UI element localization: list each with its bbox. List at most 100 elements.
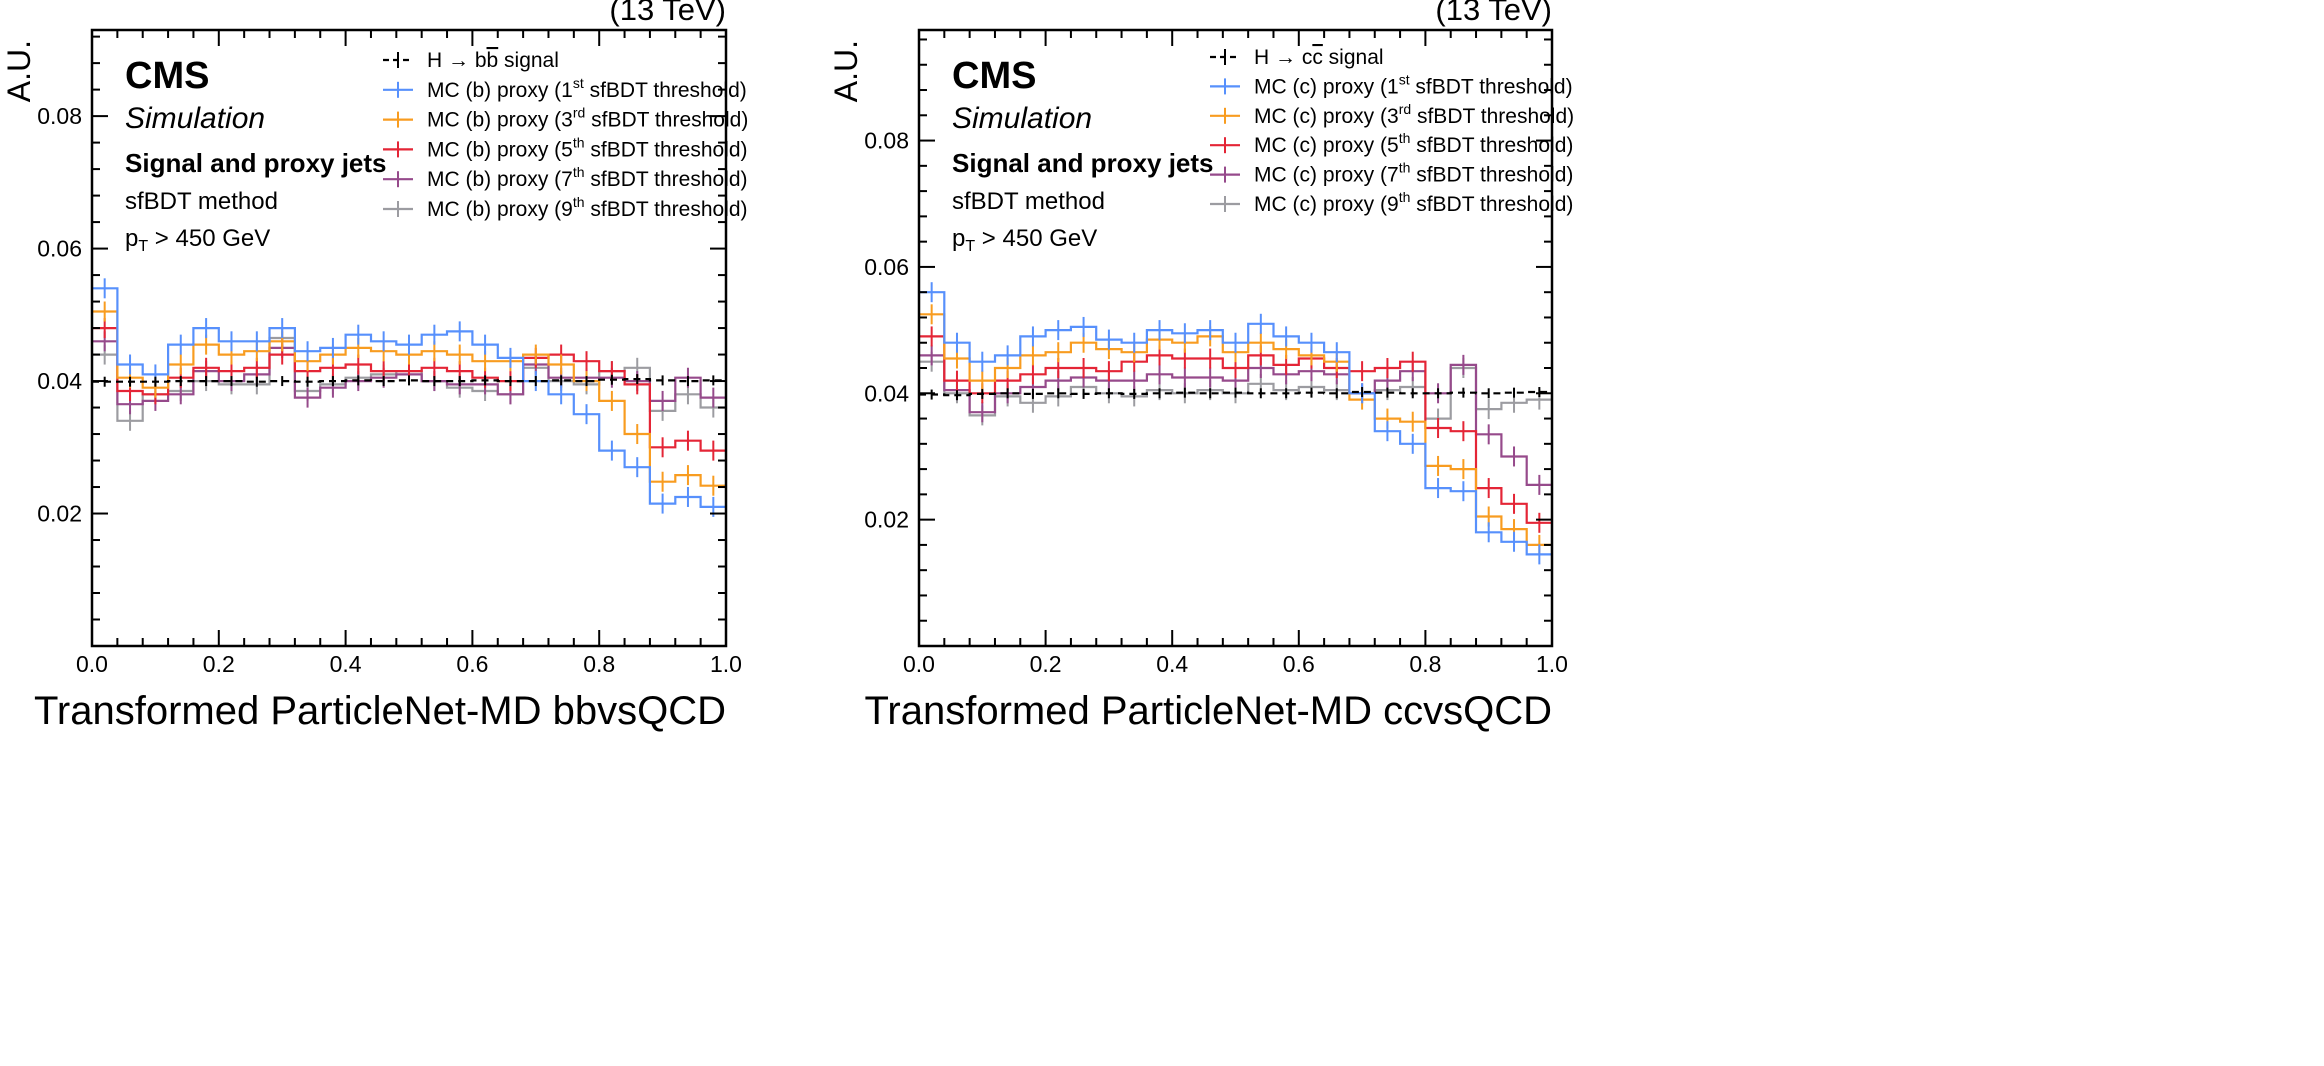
x-axis-label: Transformed ParticleNet-MD bbvsQCD xyxy=(34,689,726,733)
pt-cut-value: > 450 GeV xyxy=(148,225,270,252)
legend-label-th1: MC (c) proxy (1st sfBDT threshold) xyxy=(1254,71,1573,98)
pt-symbol: p xyxy=(125,225,138,252)
series-line-signal xyxy=(92,378,726,383)
series-line-signal xyxy=(919,390,1552,397)
legend-text: sfBDT threshold) xyxy=(584,79,747,102)
legend-label-th7: MC (c) proxy (7th sfBDT threshold) xyxy=(1254,160,1573,187)
experiment-label: CMS xyxy=(952,55,1036,97)
legend-label-th1: MC (b) proxy (1st sfBDT threshold) xyxy=(427,75,747,102)
series-th1 xyxy=(919,282,1552,565)
legend-text: MC (b) proxy (3 xyxy=(427,109,573,132)
y-tick-label: 0.04 xyxy=(37,368,82,394)
x-tick-label: 0.6 xyxy=(1283,651,1315,677)
legend-label-signal: H → cc signal xyxy=(1254,46,1384,69)
plot-frame xyxy=(90,28,728,648)
pt-symbol: p xyxy=(952,225,965,252)
x-axis-label: Transformed ParticleNet-MD ccvsQCD xyxy=(864,689,1552,733)
legend-text: MC (b) proxy (1 xyxy=(427,79,573,102)
series-line-th1 xyxy=(919,291,1552,556)
y-tick-label: 0.02 xyxy=(864,507,909,533)
legend-text: MC (c) proxy (3 xyxy=(1254,105,1399,128)
legend-text: sfBDT threshold) xyxy=(585,168,748,191)
data-layer xyxy=(919,282,1552,565)
legend-label-th5: MC (b) proxy (5th sfBDT threshold) xyxy=(427,134,748,161)
legend-text-superscript: th xyxy=(1399,160,1411,176)
pt-subscript: T xyxy=(965,238,975,255)
legend-text-superscript: th xyxy=(573,134,585,150)
legend-text: H → b xyxy=(427,49,487,72)
legend-text: MC (b) proxy (7 xyxy=(427,168,573,191)
legend-text: sfBDT threshold) xyxy=(585,109,748,132)
x-tick-label: 1.0 xyxy=(710,651,742,677)
legend-text-superscript: st xyxy=(573,75,584,91)
legend-text: MC (c) proxy (1 xyxy=(1254,75,1399,98)
legend-text-superscript: th xyxy=(1399,130,1411,146)
legend-text: sfBDT threshold) xyxy=(585,138,748,161)
legend-text: sfBDT threshold) xyxy=(1411,105,1574,128)
legend-label-th9: MC (b) proxy (9th sfBDT threshold) xyxy=(427,194,748,221)
right-panel: 0.0 0.2 0.4 0.6 0.8 1.0 0.02 0.04 0.06 0.08 Transf… xyxy=(828,0,1574,733)
legend-label-th5: MC (c) proxy (5th sfBDT threshold) xyxy=(1254,130,1573,157)
left-panel: 0.0 0.2 0.4 0.6 0.8 1.0 0.02 0.04 0.06 0.08 Transf… xyxy=(1,0,748,733)
x-tick-label: 0.2 xyxy=(1030,651,1062,677)
data-layer xyxy=(92,278,726,517)
legend-label-th9: MC (c) proxy (9th sfBDT threshold) xyxy=(1254,189,1573,216)
legend-text-superscript: th xyxy=(573,194,585,210)
y-axis-label: A.U. xyxy=(828,40,864,102)
legend-text-superscript: rd xyxy=(1399,101,1411,117)
x-tick-label: 0.4 xyxy=(1156,651,1188,677)
legend-text: MC (c) proxy (9 xyxy=(1254,193,1399,216)
legend-text: H → c xyxy=(1254,46,1312,69)
series-signal xyxy=(92,374,726,387)
legend-text: sfBDT threshold) xyxy=(585,198,748,221)
series-line-th1 xyxy=(92,287,726,508)
y-tick-label: 0.02 xyxy=(37,501,82,527)
experiment-label: CMS xyxy=(125,55,209,97)
legend-text-overline: b xyxy=(487,49,499,72)
legend-text: signal xyxy=(1323,46,1384,69)
y-tick-label: 0.06 xyxy=(864,254,909,280)
legend-text: sfBDT threshold) xyxy=(1410,134,1573,157)
pt-cut-value: > 450 GeV xyxy=(975,225,1097,252)
pt-cut-label: pT > 450 GeV xyxy=(952,225,1097,255)
x-tick-label: 0.6 xyxy=(456,651,488,677)
y-tick-label: 0.08 xyxy=(864,128,909,154)
legend-text-superscript: th xyxy=(1399,189,1411,205)
legend-text: sfBDT threshold) xyxy=(1410,75,1573,98)
legend-text: sfBDT threshold) xyxy=(1410,164,1573,187)
legend-label-th3: MC (c) proxy (3rd sfBDT threshold) xyxy=(1254,101,1574,128)
legend-text-superscript: th xyxy=(573,164,585,180)
plot-frame xyxy=(917,28,1554,648)
simulation-label: Simulation xyxy=(125,102,265,135)
pt-subscript: T xyxy=(138,238,148,255)
lumi-label: (13 TeV) xyxy=(609,0,726,27)
info-title: Signal and proxy jets xyxy=(952,148,1214,178)
legend-label-th7: MC (b) proxy (7th sfBDT threshold) xyxy=(427,164,748,191)
lumi-label: (13 TeV) xyxy=(1435,0,1552,27)
series-line-th5 xyxy=(919,335,1552,524)
legend-text-superscript: st xyxy=(1399,71,1410,87)
pt-cut-label: pT > 450 GeV xyxy=(125,225,270,255)
y-axis-label: A.U. xyxy=(1,40,37,102)
series-line-th7 xyxy=(919,354,1552,486)
x-tick-label: 0.0 xyxy=(76,651,108,677)
legend-text-overline: c xyxy=(1312,46,1323,69)
simulation-label: Simulation xyxy=(952,102,1092,135)
info-method: sfBDT method xyxy=(952,188,1105,215)
y-tick-label: 0.08 xyxy=(37,103,82,129)
x-tick-label: 0.8 xyxy=(1409,651,1441,677)
y-tick-label: 0.04 xyxy=(864,380,909,406)
legend-text: MC (b) proxy (9 xyxy=(427,198,573,221)
series-signal xyxy=(919,387,1552,401)
series-line-th5 xyxy=(92,327,726,452)
legend-text: signal xyxy=(498,49,559,72)
x-tick-label: 0.0 xyxy=(903,651,935,677)
y-tick-label: 0.06 xyxy=(37,236,82,262)
legend-text-superscript: rd xyxy=(573,105,585,121)
legend-label-th3: MC (b) proxy (3rd sfBDT threshold) xyxy=(427,105,748,132)
legend-text: sfBDT threshold) xyxy=(1410,193,1573,216)
info-title: Signal and proxy jets xyxy=(125,148,387,178)
x-tick-label: 0.8 xyxy=(583,651,615,677)
info-method: sfBDT method xyxy=(125,188,278,215)
series-th5 xyxy=(919,326,1552,533)
